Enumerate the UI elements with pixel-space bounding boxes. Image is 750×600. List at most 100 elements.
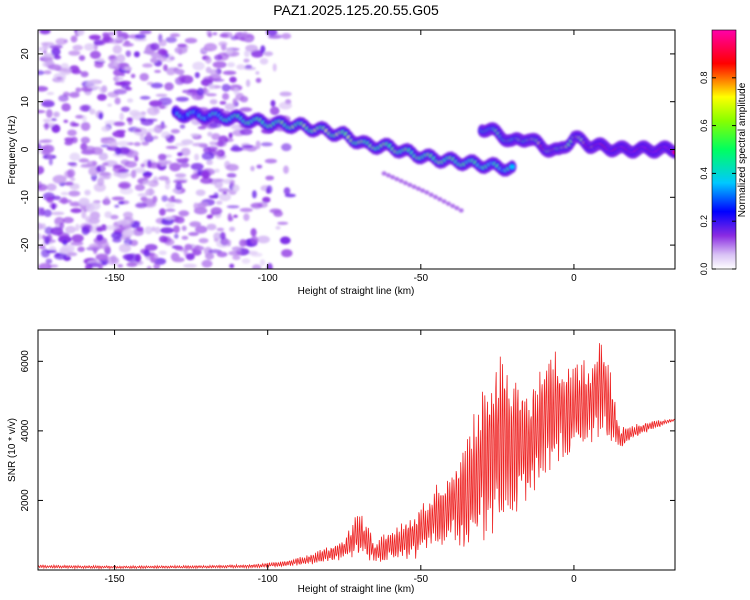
noise-blob	[139, 117, 147, 122]
noise-blob	[114, 147, 122, 155]
noise-blob	[164, 216, 175, 220]
ridge-tail-blob	[454, 205, 460, 211]
noise-blob	[142, 180, 151, 186]
noise-blob	[84, 43, 96, 51]
noise-blob	[97, 240, 109, 250]
noise-blob	[216, 200, 223, 205]
noise-blob	[174, 46, 188, 54]
noise-blob	[183, 263, 197, 268]
noise-blob	[112, 237, 122, 243]
noise-blob	[101, 125, 111, 132]
noise-blob	[51, 211, 65, 216]
noise-blob	[60, 191, 69, 196]
noise-blob	[243, 213, 250, 221]
noise-blob	[38, 165, 45, 174]
noise-blob	[148, 253, 159, 260]
noise-blob	[134, 184, 145, 191]
noise-blob	[236, 64, 246, 70]
noise-blob	[96, 234, 104, 242]
noise-blob	[263, 51, 274, 57]
noise-blob	[38, 142, 42, 151]
noise-blob	[209, 69, 219, 76]
snr-y-tick-label: 2000	[20, 489, 31, 512]
noise-blob	[270, 100, 276, 107]
noise-blob	[38, 139, 52, 143]
noise-blob	[265, 175, 275, 181]
noise-blob	[164, 183, 171, 190]
noise-blob	[133, 142, 141, 147]
ridge-tail-blob	[407, 182, 413, 188]
noise-blob	[89, 50, 101, 60]
noise-blob	[114, 97, 121, 105]
noise-blob	[70, 35, 78, 43]
noise-blob	[119, 112, 124, 121]
noise-blob	[110, 214, 119, 220]
noise-blob	[139, 73, 149, 81]
noise-blob	[260, 45, 266, 54]
noise-blob	[101, 85, 108, 93]
noise-blob	[266, 30, 278, 36]
noise-blob	[208, 195, 219, 199]
noise-blob	[165, 145, 178, 150]
noise-blob	[206, 214, 213, 219]
spectrogram-x-tick-label: -50	[414, 273, 429, 284]
noise-blob	[283, 187, 291, 195]
noise-blob	[46, 91, 55, 96]
noise-blob	[80, 71, 89, 78]
noise-blob	[250, 228, 257, 237]
noise-blob	[175, 96, 189, 102]
snr-background	[38, 330, 675, 570]
noise-blob	[93, 39, 104, 46]
noise-blob	[165, 36, 177, 43]
noise-blob	[121, 84, 130, 89]
noise-blob	[175, 181, 183, 191]
noise-blob	[152, 135, 159, 140]
noise-blob	[211, 133, 221, 141]
noise-blob	[108, 55, 116, 60]
ridge-tail-blob	[398, 178, 404, 184]
noise-blob	[154, 226, 161, 234]
noise-blob	[174, 69, 185, 75]
noise-blob	[115, 77, 124, 81]
snr-x-label: Height of straight line (km)	[298, 584, 415, 595]
noise-blob	[164, 160, 172, 165]
noise-blob	[150, 57, 158, 64]
ridge-tail-blob	[415, 186, 421, 191]
noise-blob	[187, 89, 199, 94]
noise-blob	[181, 225, 187, 231]
noise-blob	[205, 252, 215, 260]
noise-blob	[159, 50, 169, 54]
noise-blob	[244, 50, 250, 58]
noise-blob	[205, 93, 217, 97]
noise-blob	[228, 250, 242, 256]
ridge-tail-blob	[458, 208, 464, 213]
noise-blob	[283, 165, 289, 174]
noise-blob	[77, 30, 85, 36]
noise-blob	[232, 255, 241, 261]
noise-blob	[252, 190, 257, 199]
noise-blob	[102, 32, 109, 37]
noise-blob	[77, 246, 85, 253]
noise-blob	[193, 202, 199, 210]
noise-blob	[213, 150, 223, 156]
noise-blob	[112, 164, 126, 174]
noise-blob	[213, 238, 219, 242]
noise-blob	[250, 165, 255, 172]
noise-blob	[206, 159, 214, 166]
noise-blob	[44, 122, 49, 130]
noise-blob	[57, 232, 70, 238]
noise-blob	[38, 222, 43, 230]
noise-blob	[47, 64, 62, 70]
noise-blob	[181, 235, 189, 240]
noise-blob	[227, 62, 235, 68]
noise-blob	[117, 219, 132, 226]
noise-blob	[78, 158, 90, 163]
noise-blob	[150, 82, 164, 89]
noise-blob	[48, 122, 55, 127]
noise-blob	[111, 232, 123, 239]
ridge-tail-blob	[381, 171, 387, 176]
snr-y-label: SNR (10 * v/v)	[7, 418, 18, 482]
noise-blob	[143, 249, 151, 257]
spectrogram-y-label: Frequency (Hz)	[7, 116, 18, 185]
noise-blob	[144, 226, 153, 235]
